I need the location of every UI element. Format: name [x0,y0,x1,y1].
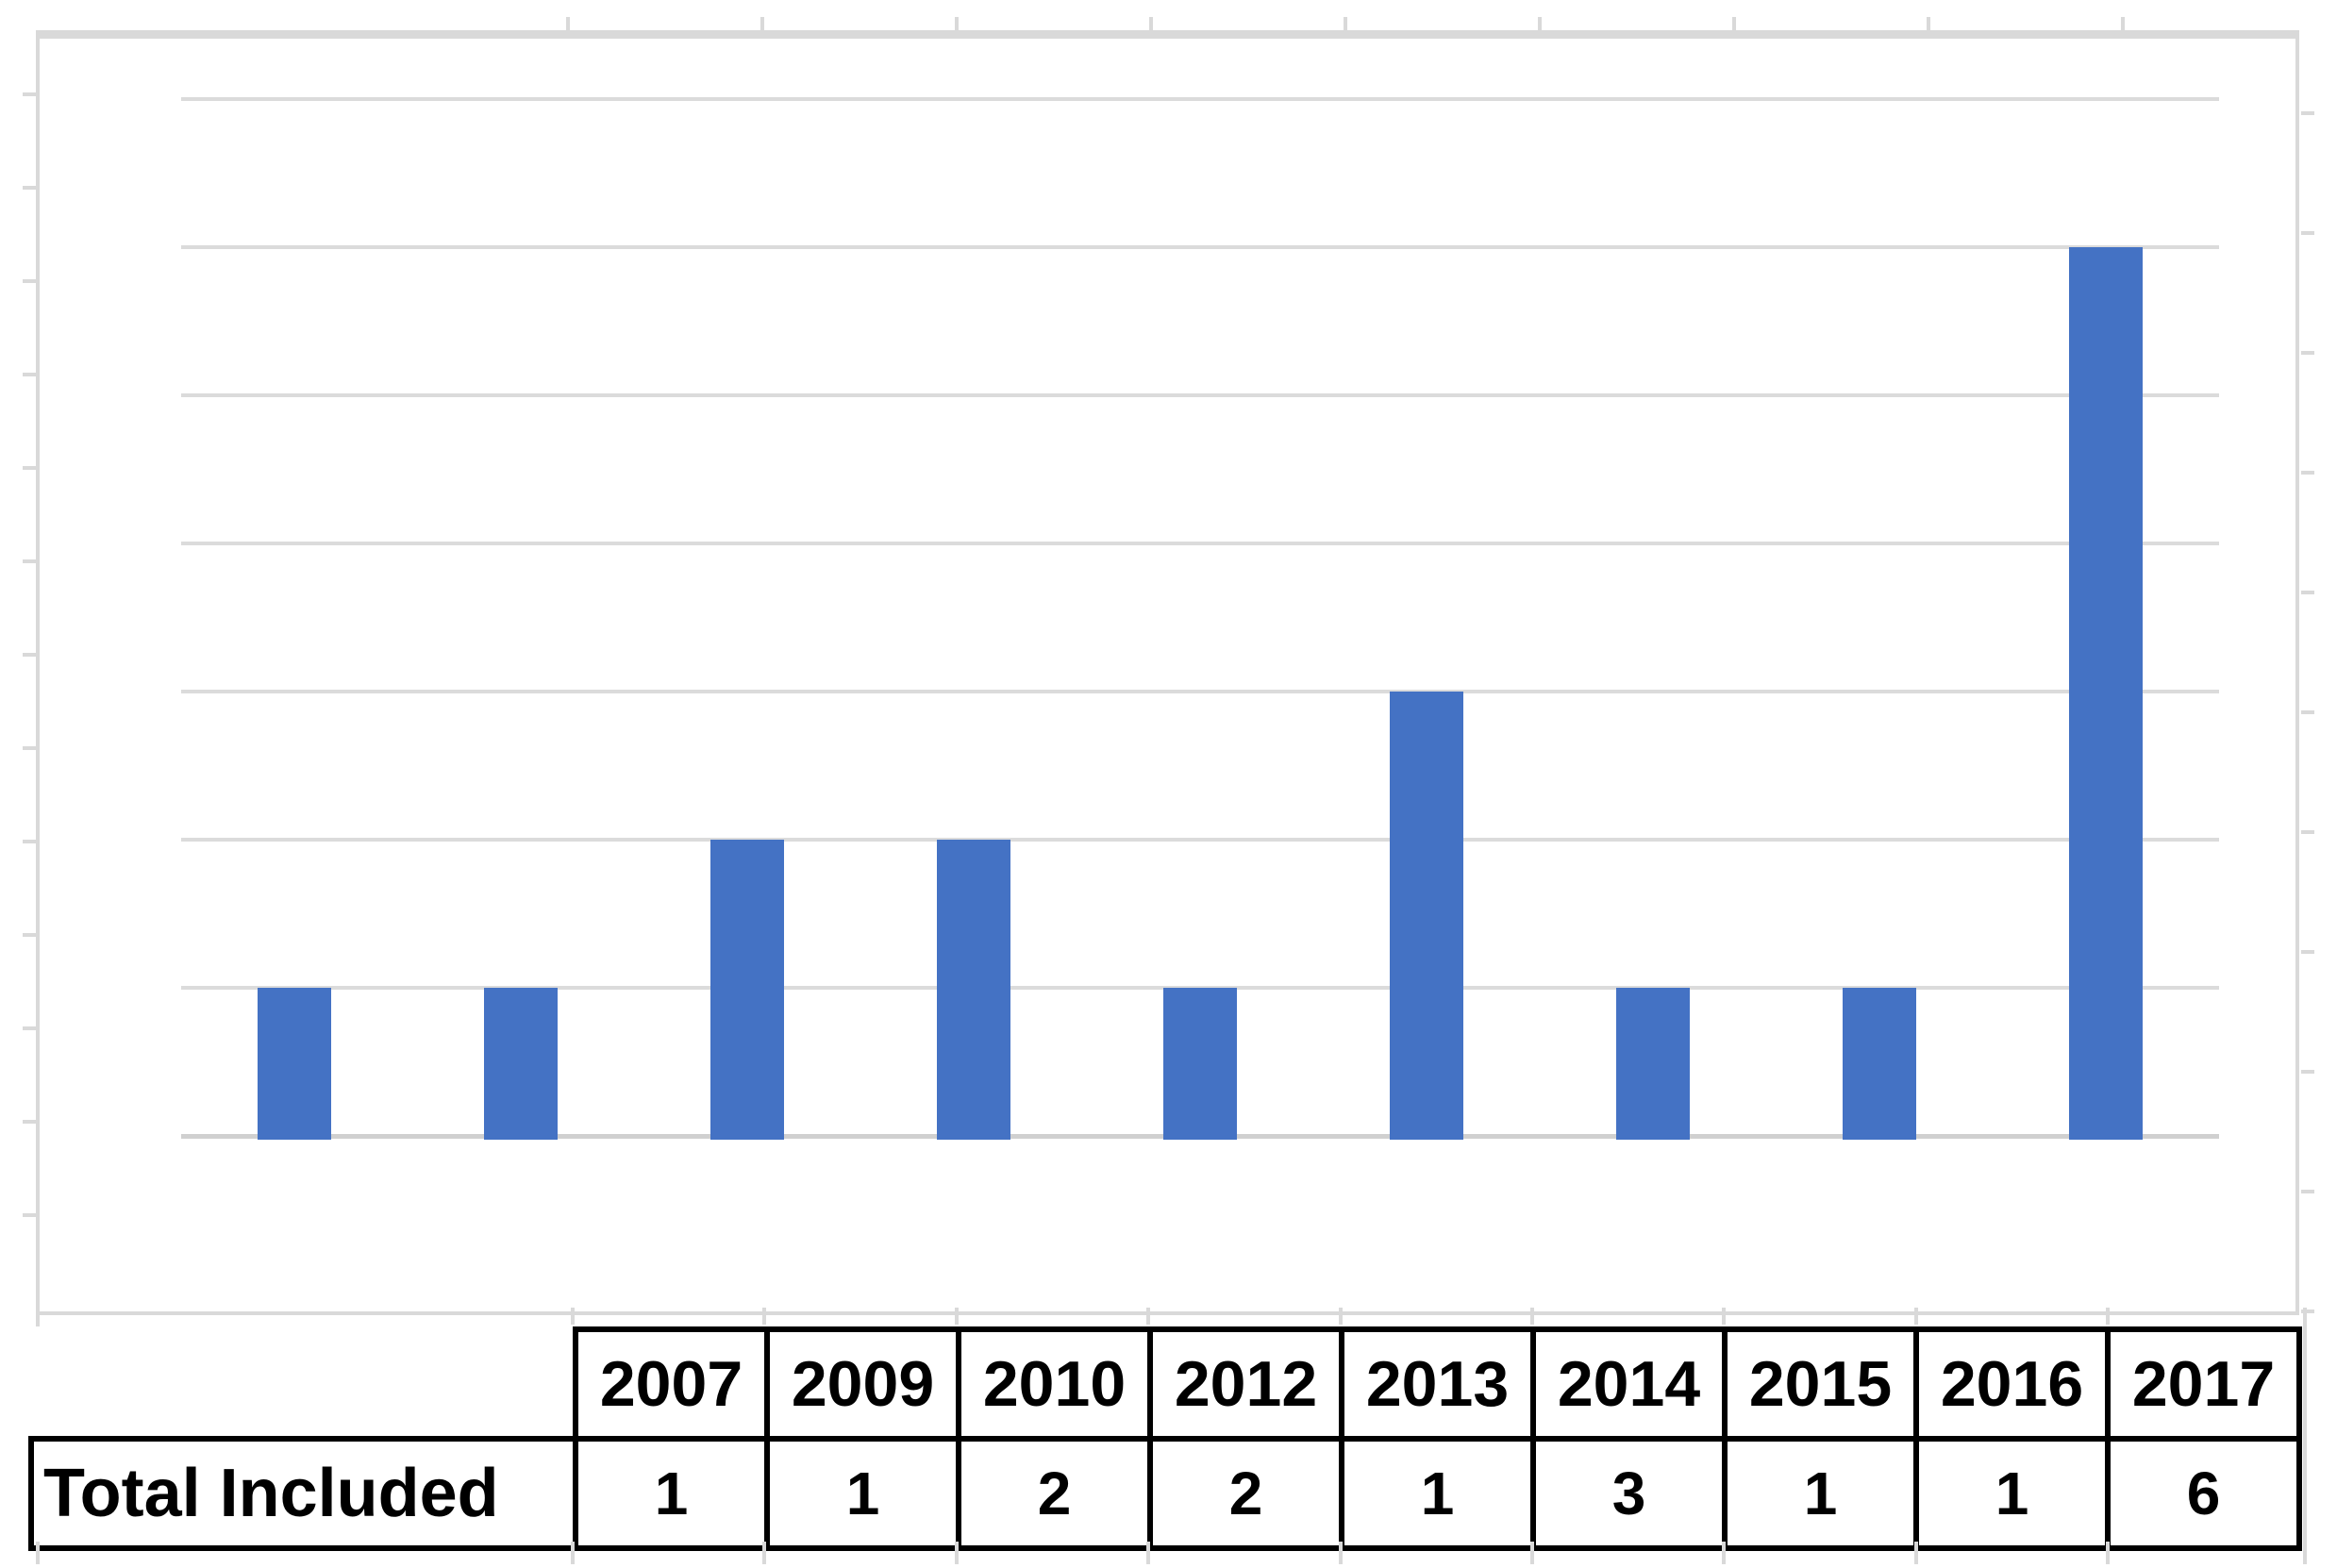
sheet-gridline-stub [2301,1070,2314,1074]
value-2009: 1 [764,1436,961,1551]
sheet-gridline-stub [1530,1308,1534,1325]
sheet-gridline-stub [1149,17,1153,32]
sheet-gridline-stub [2301,1309,2314,1313]
sheet-gridline-stub [1927,17,1930,32]
value-2012: 2 [1147,1436,1344,1551]
corner-cell [31,1329,576,1439]
sheet-gridline-stub [23,1120,36,1124]
bar-2014 [1390,692,1463,1140]
sheet-gridline-stub [23,279,36,283]
year-header-2017: 2017 [2105,1326,2302,1442]
sheet-gridline-stub [1722,1542,1726,1564]
bar-2017 [2069,247,2143,1140]
year-header-2016: 2016 [1913,1326,2111,1442]
year-header-2014: 2014 [1530,1326,1728,1442]
sheet-gridline-stub [762,1542,766,1564]
sheet-gridline-stub [566,17,570,32]
gridline-2 [181,838,2219,842]
sheet-gridline-stub [1339,1308,1343,1325]
value-2013: 1 [1339,1436,1536,1551]
sheet-gridline-stub [23,933,36,937]
sheet-gridline-stub [1732,17,1736,32]
sheet-gridline-stub [955,1308,959,1325]
sheet-gridline-stub [2301,231,2314,235]
gridline-7 [181,97,2219,101]
bar-2012 [937,840,1010,1140]
bar-2010 [710,840,784,1140]
sheet-gridline-stub [2301,471,2314,475]
year-header-2009: 2009 [764,1326,961,1442]
bar-2007 [258,988,331,1140]
value-2007: 1 [573,1436,770,1551]
value-2017: 6 [2105,1436,2302,1551]
sheet-gridline-stub [2301,710,2314,714]
sheet-gridline-stub [2301,1190,2314,1193]
sheet-gridline-stub [1344,17,1347,32]
sheet-gridline-stub [23,653,36,657]
year-header-2015: 2015 [1722,1326,1919,1442]
sheet-gridline-stub [760,17,764,32]
gridline-3 [181,690,2219,693]
sheet-gridline-stub [2303,1308,2307,1564]
gridline-4 [181,542,2219,545]
sheet-gridline-stub [2301,351,2314,355]
sheet-gridline-stub [1914,1542,1918,1564]
gridline-5 [181,393,2219,397]
sheet-gridline-stub [23,373,36,376]
sheet-gridline-stub [571,1542,575,1564]
sheet-gridline-stub [571,1308,575,1325]
year-header-2013: 2013 [1339,1326,1536,1442]
sheet-gridline-stub [36,1542,40,1564]
sheet-gridline-stub [23,746,36,750]
bar-2013 [1163,988,1237,1140]
sheet-gridline-stub [2301,591,2314,594]
row-label-total-included: Total Included [28,1436,578,1551]
sheet-gridline-stub [1339,1542,1343,1564]
sheet-gridline-stub [762,1308,766,1325]
sheet-gridline-stub [2301,950,2314,954]
sheet-gridline-stub [2106,1308,2110,1325]
sheet-gridline-stub [1146,1308,1150,1325]
summary-table: 2007 2009 2010 2012 2013 2014 2015 2016 2017 Tota… [28,1326,2302,1551]
sheet-gridline-stub [1914,1308,1918,1325]
value-2010: 2 [956,1436,1153,1551]
year-header-2010: 2010 [956,1326,1153,1442]
sheet-gridline-stub [23,466,36,470]
sheet-gridline-stub [955,1542,959,1564]
year-header-2007: 2007 [573,1326,770,1442]
sheet-gridline-stub [2106,1542,2110,1564]
sheet-gridline-stub [23,1213,36,1217]
sheet-gridline-stub [23,1026,36,1030]
sheet-gridline-stub [1538,17,1542,32]
bar-2015 [1616,988,1690,1140]
sheet-gridline-stub [23,559,36,563]
sheet-gridline-stub [1530,1542,1534,1564]
chart-area-border [36,30,2299,1315]
sheet-gridline-stub [36,1313,40,1326]
sheet-gridline-stub [1146,1542,1150,1564]
value-2014: 3 [1530,1436,1728,1551]
year-header-2012: 2012 [1147,1326,1344,1442]
bar-2009 [484,988,558,1140]
value-2016: 1 [1913,1436,2111,1551]
sheet-gridline-stub [1722,1308,1726,1325]
sheet-gridline-stub [23,186,36,190]
value-2015: 1 [1722,1436,1919,1551]
bar-2016 [1843,988,1916,1140]
sheet-gridline-stub [2301,111,2314,115]
gridline-6 [181,245,2219,249]
sheet-gridline-stub [955,17,959,32]
sheet-gridline-stub [23,840,36,843]
sheet-gridline-stub [2121,17,2125,32]
sheet-gridline-stub [2301,830,2314,834]
sheet-gridline-stub [23,92,36,96]
